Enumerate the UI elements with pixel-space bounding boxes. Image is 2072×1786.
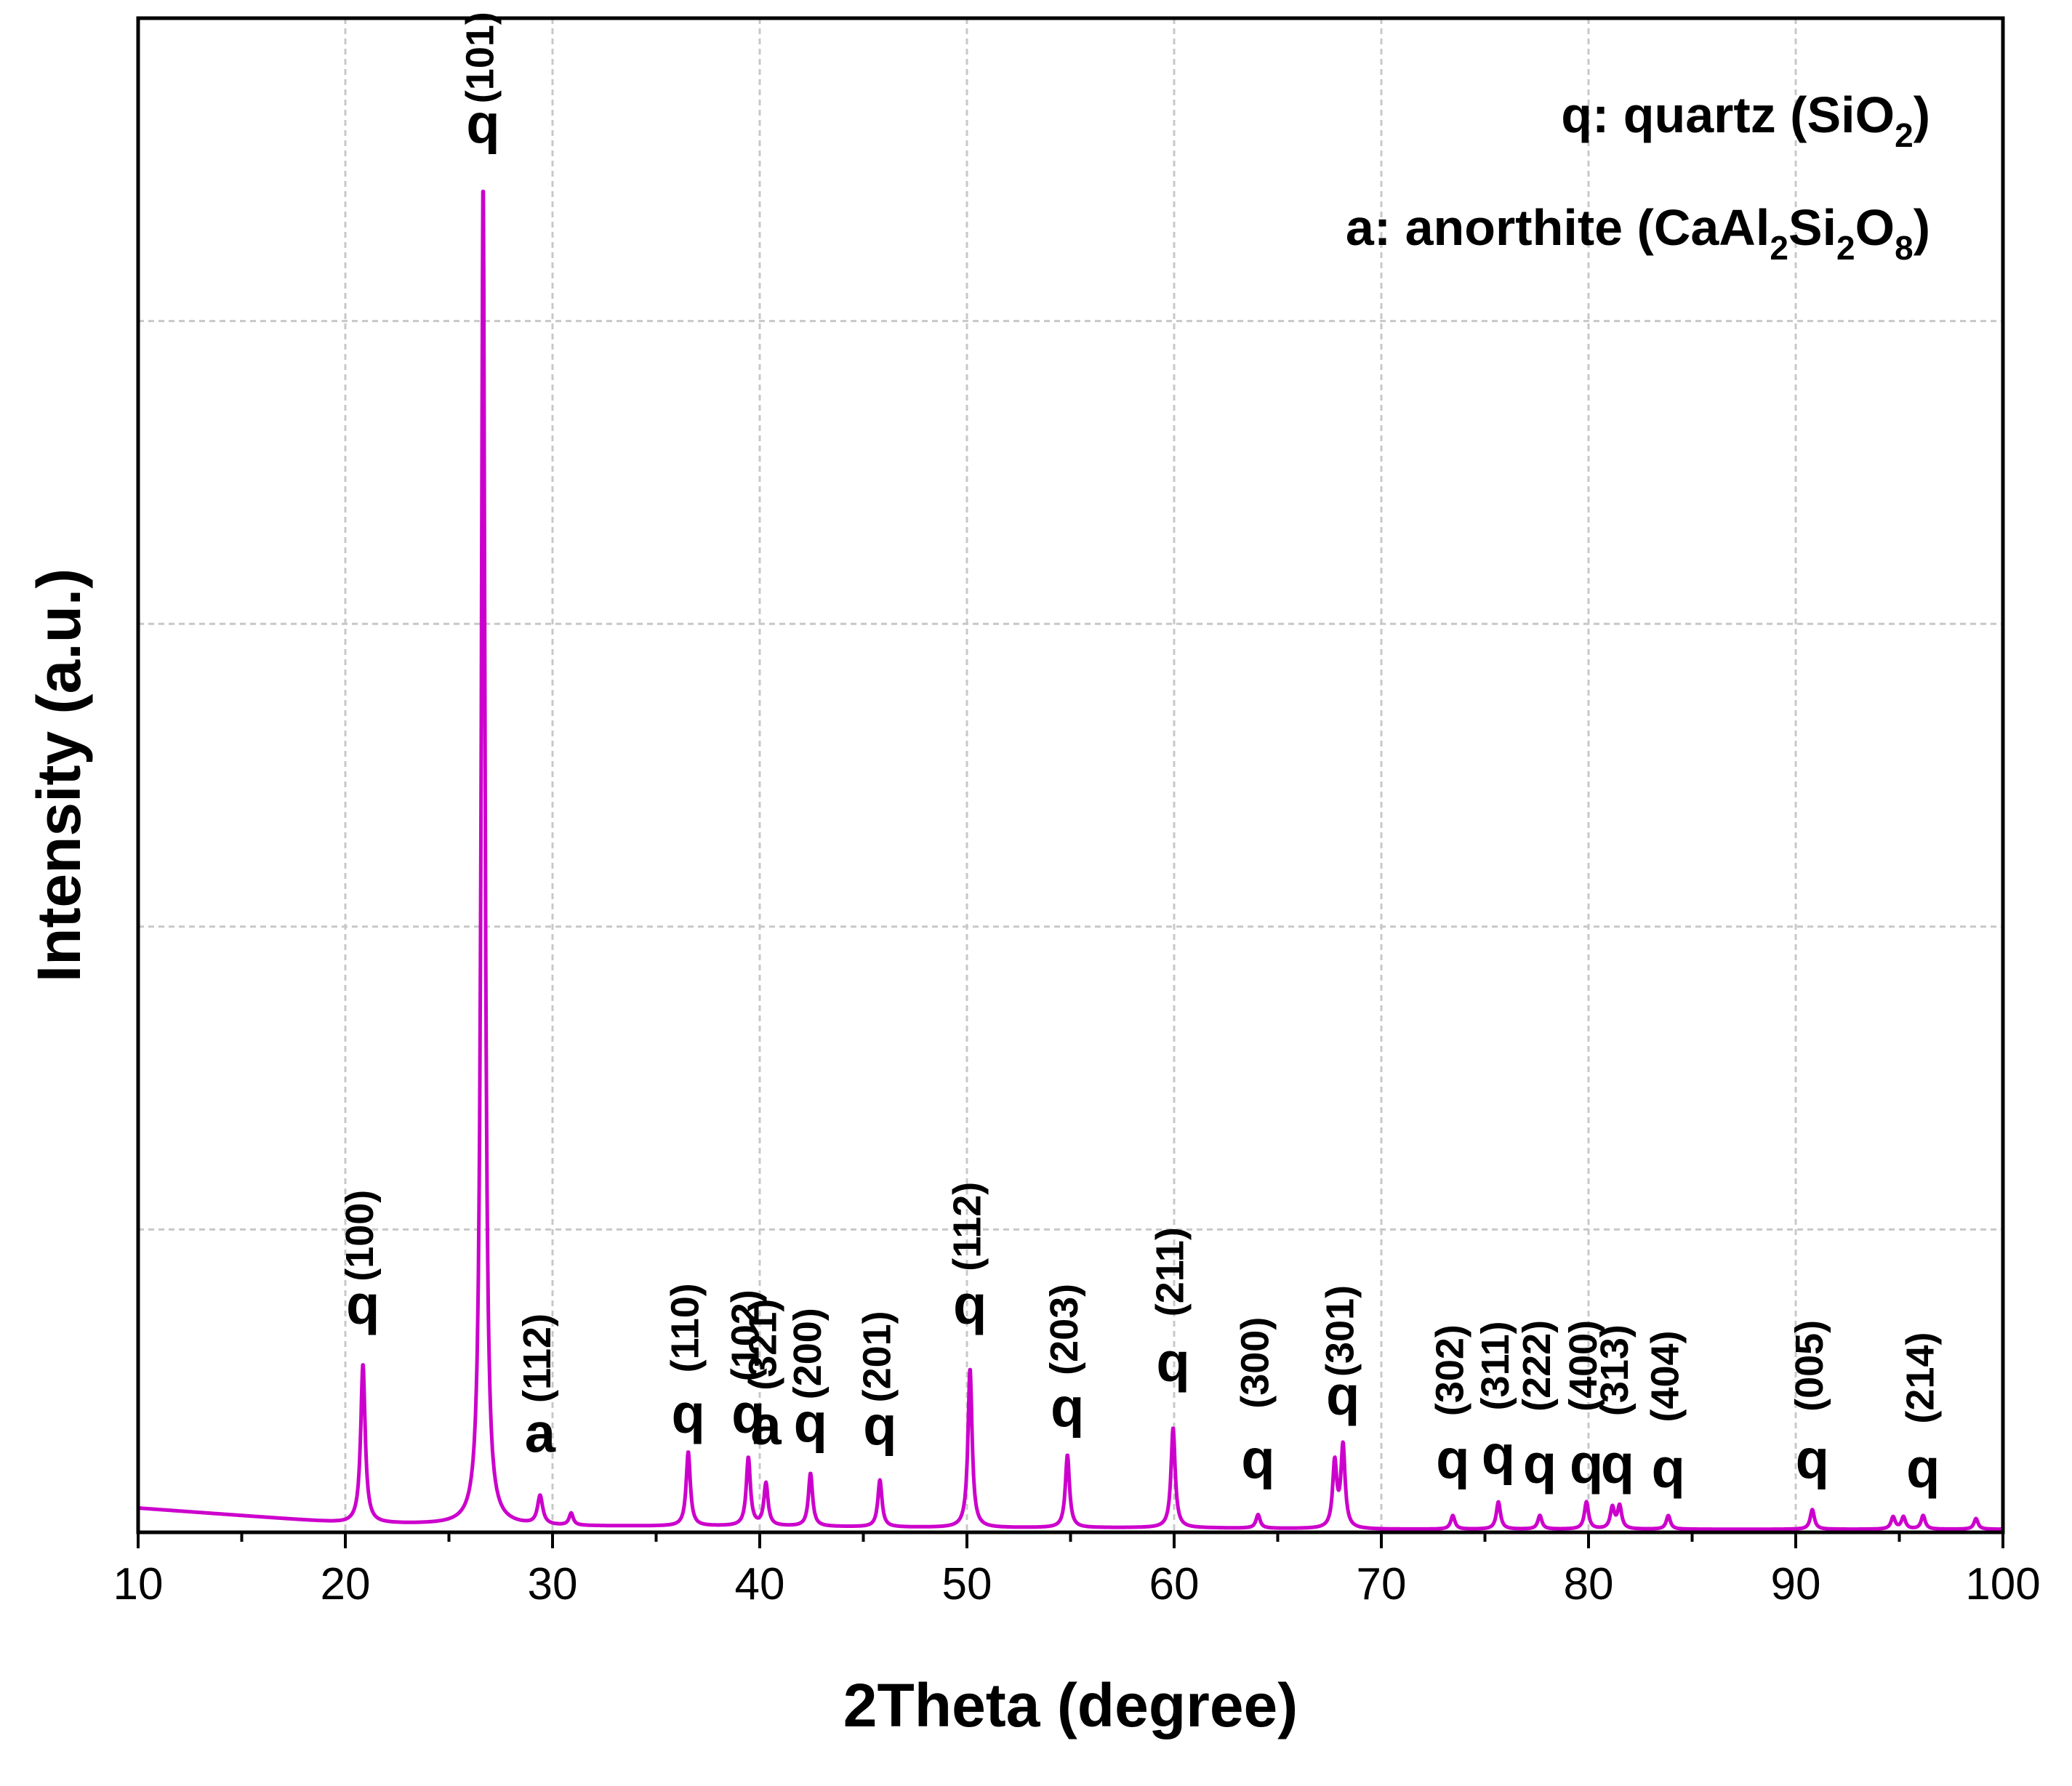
series-line-xrd	[137, 189, 2004, 1532]
peak-phase-label: q	[1482, 1424, 1515, 1486]
peak-miller-index: (211)	[1149, 1227, 1192, 1316]
legend-entry: a: anorthite (CaAl2Si2O8)	[1346, 199, 1930, 267]
x-tick-label: 70	[1357, 1559, 1407, 1609]
peak-miller-index: (102)	[723, 1290, 767, 1381]
x-tick-label: 10	[113, 1559, 164, 1609]
legend-subscript: 8	[1895, 229, 1914, 267]
peak-miller-index: (400)	[1562, 1320, 1605, 1412]
x-tick-label: 100	[1965, 1559, 2040, 1609]
peak-miller-index: (321)	[742, 1299, 785, 1391]
legend-entry-text: Si	[1788, 199, 1836, 256]
peak-phase-label: q	[1570, 1433, 1603, 1495]
peak-miller-index: (110)	[664, 1283, 707, 1372]
legend-entry-text: )	[1914, 199, 1930, 256]
peak-phase-label: a	[525, 1403, 556, 1465]
series-layer	[137, 189, 2004, 1532]
peak-phase-label: q	[794, 1392, 827, 1454]
legend-entry-text: O	[1855, 199, 1895, 256]
peak-phase-label: q	[1652, 1438, 1685, 1500]
peak-miller-index: (214)	[1898, 1332, 1942, 1424]
x-tick-label: 90	[1771, 1559, 1821, 1609]
peak-miller-index: (112)	[515, 1314, 559, 1403]
peak-phase-label: q	[1436, 1428, 1469, 1490]
legend-entry-text: q: quartz (SiO	[1561, 87, 1895, 143]
peak-phase-label: q	[1156, 1332, 1189, 1393]
peak-miller-index: (112)	[945, 1182, 989, 1271]
peak-miller-index: (311)	[1474, 1321, 1517, 1410]
peak-phase-label: q	[953, 1274, 987, 1336]
peak-miller-index: (101)	[459, 12, 502, 103]
peak-phase-label: q	[1523, 1433, 1557, 1495]
peak-miller-index: (222)	[1515, 1320, 1559, 1412]
peak-miller-index: (203)	[1043, 1284, 1086, 1375]
legend-subscript: 2	[1836, 229, 1855, 267]
peak-miller-index: (100)	[338, 1190, 382, 1282]
peak-miller-index: (300)	[1233, 1317, 1277, 1409]
peak-phase-label: q	[346, 1274, 380, 1336]
grid-lines	[138, 18, 2003, 1532]
peak-miller-index: (313)	[1593, 1324, 1637, 1416]
peak-phase-label: q	[1601, 1433, 1634, 1495]
peak-miller-index: (302)	[1428, 1324, 1471, 1416]
peak-miller-index: (201)	[855, 1311, 899, 1402]
x-tick-label: 50	[942, 1559, 992, 1609]
peak-miller-index: (301)	[1318, 1285, 1362, 1377]
peak-phase-label: q	[466, 93, 499, 155]
peak-phase-label: q	[863, 1395, 896, 1457]
legend-entry: q: quartz (SiO2)	[1561, 87, 1930, 154]
peak-phase-label: q	[1796, 1428, 1829, 1490]
peak-annotations: q(100)q(101)a(112)q(110)q(102)a(321)q(20…	[338, 12, 1942, 1499]
legend-subscript: 2	[1770, 229, 1788, 267]
peak-miller-index: (005)	[1788, 1320, 1831, 1412]
peak-phase-label: q	[671, 1383, 704, 1445]
peak-phase-label: a	[750, 1395, 782, 1457]
peak-phase-label: q	[1241, 1428, 1274, 1490]
x-axis-title: 2Theta (degree)	[843, 1671, 1298, 1739]
x-tick-label: 30	[528, 1559, 578, 1609]
peak-miller-index: (404)	[1644, 1330, 1687, 1422]
peak-phase-label: q	[1051, 1377, 1084, 1439]
axes: 10 20 30 40 50 60 70 80 90 100	[113, 16, 2041, 1609]
x-tick-label: 80	[1564, 1559, 1614, 1609]
legend-entry-text: a: anorthite (CaAl	[1346, 199, 1770, 256]
peak-phase-label: q	[1326, 1365, 1360, 1427]
x-tick-label: 20	[321, 1559, 371, 1609]
y-axis-title: Intensity (a.u.)	[25, 568, 93, 982]
peak-phase-label: q	[731, 1383, 765, 1445]
phase-legend: q: quartz (SiO2)a: anorthite (CaAl2Si2O8…	[1346, 87, 1930, 267]
legend-subscript: 2	[1895, 116, 1914, 154]
legend-entry-text: )	[1914, 87, 1930, 143]
x-tick-label: 40	[735, 1559, 785, 1609]
x-tick-label: 60	[1149, 1559, 1200, 1609]
peak-phase-label: q	[1906, 1438, 1940, 1500]
peak-miller-index: (200)	[786, 1308, 830, 1399]
